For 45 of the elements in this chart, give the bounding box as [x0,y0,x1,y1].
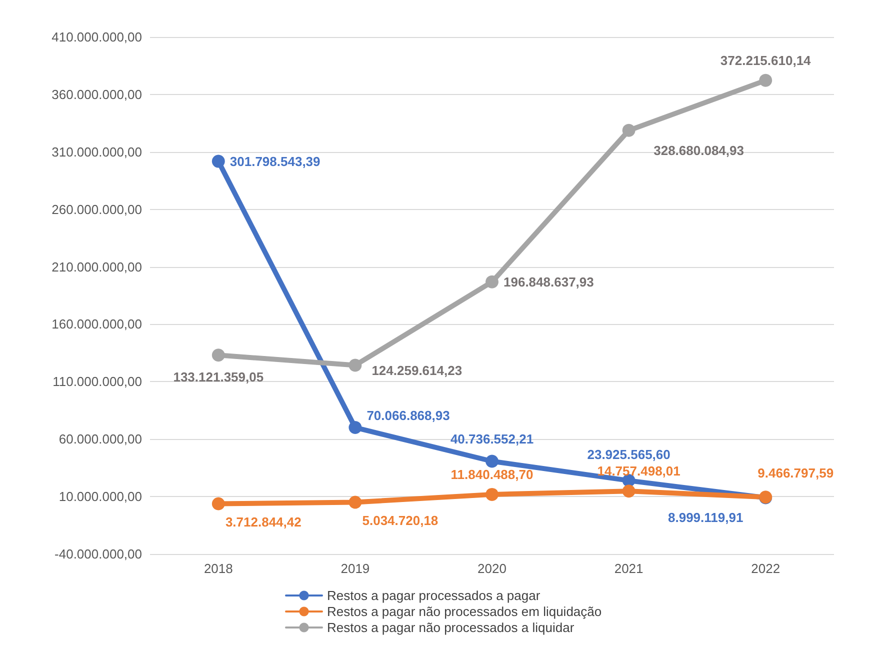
point [212,154,225,168]
data-label: 372.215.610,14 [720,52,812,68]
data-label: 8.999.119,91 [668,510,744,526]
x-tick-label: 2021 [614,561,644,576]
point [212,497,225,510]
y-tick-label: 210.000.000,00 [52,259,142,274]
point [348,358,362,372]
point [348,496,362,509]
data-label: 301.798.543,39 [230,154,320,169]
y-tick-label: 260.000.000,00 [52,202,142,217]
data-label: 40.736.552,21 [450,432,534,447]
data-label: 23.925.565,60 [587,447,670,462]
data-label: 70.066.868,93 [366,408,450,424]
x-tick-label: 2018 [204,561,233,576]
x-tick-label: 2020 [478,561,506,576]
point [486,488,498,501]
point [622,124,636,137]
point [486,275,498,288]
data-label: 3.712.844,42 [225,514,302,530]
y-tick-label: 10.000.000,00 [58,489,142,504]
y-tick-label: 310.000.000,00 [52,144,142,160]
data-label: 9.466.797,59 [758,466,834,481]
data-label: 196.848.637,93 [504,274,594,290]
point [486,454,498,468]
y-tick-label: 110.000.000,00 [52,374,142,390]
point [622,484,636,498]
data-label: 14.757.498,01 [597,464,680,479]
point [759,74,772,87]
legend-label: Restos a pagar processados a pagar [327,588,541,603]
y-tick-label: 360.000.000,00 [52,86,142,102]
data-label: 124.259.614,23 [372,362,462,378]
x-tick-label: 2019 [340,561,370,576]
legend-label: Restos a pagar não processados a liquidar [327,620,575,635]
y-tick-label: -40.000.000,00 [54,546,142,562]
data-label: 11.840.488,70 [450,466,534,482]
y-tick-label: 410.000.000,00 [52,30,142,44]
y-tick-label: 160.000.000,00 [52,316,142,332]
point [348,421,362,434]
y-tick-label: 60.000.000,00 [58,432,142,447]
legend-label: Restos a pagar não processados em liquidação [327,604,602,619]
point [212,348,225,362]
data-label: 328.680.084,93 [654,142,744,158]
x-tick-label: 2022 [751,561,780,576]
data-label: 5.034.720,18 [362,512,438,528]
data-label: 133.121.359,05 [173,370,264,385]
